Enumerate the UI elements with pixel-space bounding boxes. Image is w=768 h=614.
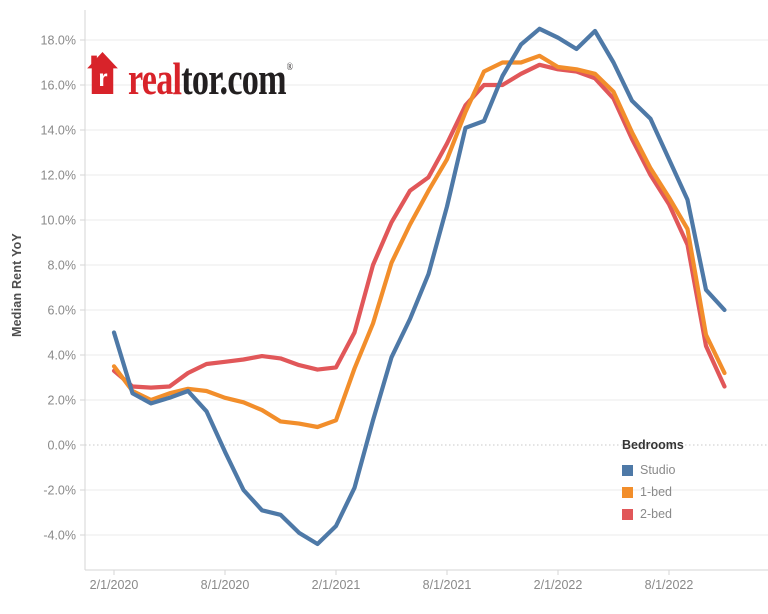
y-axis-label: -4.0% [43, 529, 76, 543]
x-axis-label: 2/1/2022 [534, 578, 583, 592]
registered-mark: ® [286, 61, 293, 73]
legend-item-label: Studio [640, 463, 676, 477]
y-axis-label: 12.0% [41, 169, 76, 183]
y-axis-label: 0.0% [48, 439, 77, 453]
y-axis-label: 14.0% [41, 124, 76, 138]
x-axis-label: 2/1/2021 [312, 578, 361, 592]
legend-swatch [622, 508, 633, 520]
legend-swatch [622, 486, 633, 498]
legend-items: Studio 1-bed 2-bed [622, 459, 684, 525]
x-axis-label: 8/1/2021 [423, 578, 472, 592]
y-axis-label: 6.0% [48, 304, 77, 318]
legend-item-label: 2-bed [640, 507, 672, 521]
legend: Bedrooms Studio 1-bed 2-bed [622, 438, 684, 525]
series-line-1-bed [111, 53, 727, 430]
x-axis-label: 8/1/2020 [201, 578, 250, 592]
legend-swatch [622, 464, 633, 476]
y-axis-title: Median Rent YoY [10, 233, 24, 337]
svg-text:r: r [98, 65, 107, 91]
y-axis-label: -2.0% [43, 484, 76, 498]
y-axis-label: 10.0% [41, 214, 76, 228]
y-axis-label: 16.0% [41, 79, 76, 93]
y-axis-label: 18.0% [41, 34, 76, 48]
legend-item-2-bed[interactable]: 2-bed [622, 503, 684, 525]
legend-title: Bedrooms [622, 438, 684, 452]
y-axis-label: 2.0% [48, 394, 77, 408]
wordmark-tor-com: tor.com [181, 54, 286, 104]
realtor-wordmark: realtor.com® [128, 54, 293, 104]
wordmark-real: real [128, 54, 182, 104]
legend-item-1-bed[interactable]: 1-bed [622, 481, 684, 503]
realtor-house-icon: r [87, 52, 118, 94]
series-line-studio [111, 26, 727, 547]
legend-item-studio[interactable]: Studio [622, 459, 684, 481]
y-axis-label: 8.0% [48, 259, 77, 273]
x-axis-label: 2/1/2020 [90, 578, 139, 592]
y-axis-label: 4.0% [48, 349, 77, 363]
legend-item-label: 1-bed [640, 485, 672, 499]
series-line-2-bed [111, 62, 727, 390]
realtor-logo: r realtor.com® [86, 47, 344, 102]
x-axis-label: 8/1/2022 [645, 578, 694, 592]
